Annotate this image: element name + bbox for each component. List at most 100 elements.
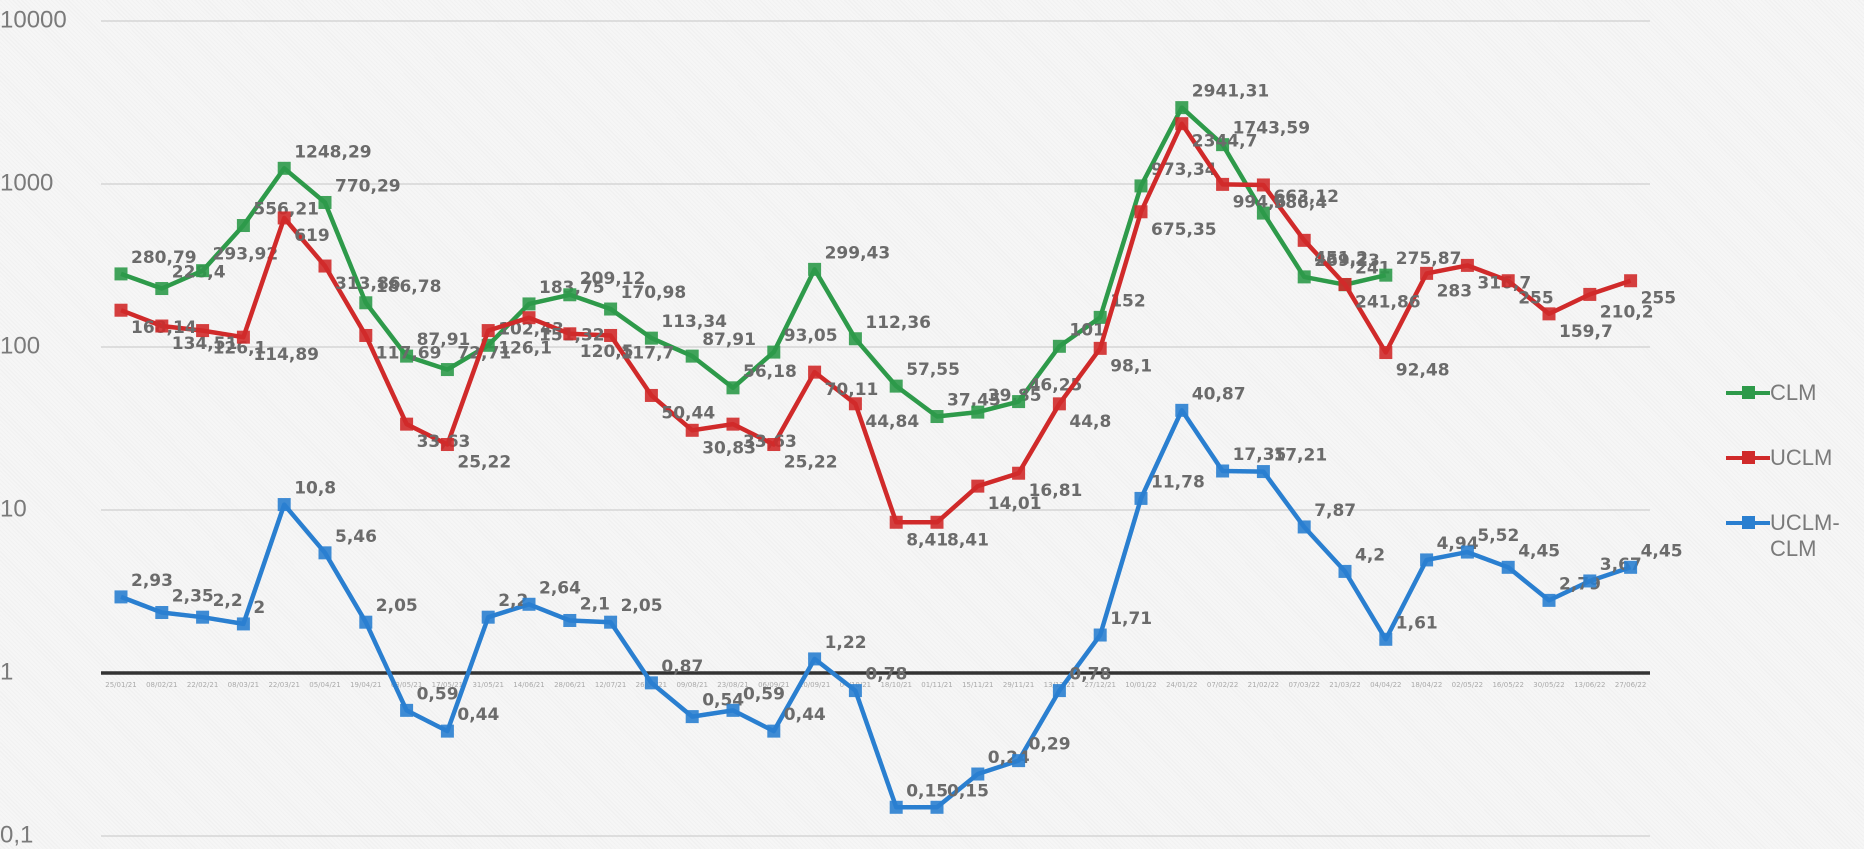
data-label: 10,8 xyxy=(294,479,336,499)
marker xyxy=(196,324,210,338)
x-tick-label: 10/01/22 xyxy=(1125,681,1156,689)
data-label: 4,45 xyxy=(1641,541,1683,561)
x-tick-label: 05/04/21 xyxy=(309,681,340,689)
data-label: 101 xyxy=(1069,320,1105,340)
data-label: 50,44 xyxy=(661,403,715,423)
x-tick-label: 09/08/21 xyxy=(676,681,707,689)
marker xyxy=(1297,270,1311,284)
data-label: 56,18 xyxy=(743,362,797,382)
data-label: 986,4 xyxy=(1273,193,1327,213)
x-tick-label: 21/03/22 xyxy=(1329,681,1360,689)
series-line xyxy=(120,408,1632,810)
marker xyxy=(1093,628,1107,642)
marker xyxy=(236,330,250,344)
marker xyxy=(196,610,210,624)
marker xyxy=(1256,465,1270,479)
marker xyxy=(1583,574,1597,588)
x-tick-label: 17/05/21 xyxy=(432,681,463,689)
data-label: 275,87 xyxy=(1396,249,1462,269)
data-label: 2 xyxy=(253,598,265,618)
data-label: 0,15 xyxy=(947,781,989,801)
y-tick-label: 1 xyxy=(0,658,13,685)
data-label: 152 xyxy=(1110,291,1146,311)
data-label: 255 xyxy=(1518,289,1554,309)
x-tick-label: 22/03/21 xyxy=(268,681,299,689)
marker xyxy=(685,710,699,724)
data-label: 37,45 xyxy=(947,391,1001,411)
marker xyxy=(1175,403,1189,417)
data-label: 663,12 xyxy=(1273,187,1339,207)
marker xyxy=(155,319,169,333)
data-label: 1,61 xyxy=(1396,613,1438,633)
data-label: 40,87 xyxy=(1192,384,1246,404)
x-tick-label: 28/06/21 xyxy=(554,681,585,689)
x-tick-label: 27/06/22 xyxy=(1615,681,1646,689)
legend-label: UCLM xyxy=(1770,445,1833,470)
data-label: 280,79 xyxy=(131,248,197,268)
x-tick-label: 31/05/21 xyxy=(472,681,503,689)
marker xyxy=(1542,593,1556,607)
marker xyxy=(563,327,577,341)
y-tick-label: 0,1 xyxy=(0,821,33,848)
marker xyxy=(277,498,291,512)
data-label: 1,71 xyxy=(1110,609,1152,629)
data-label: 299,43 xyxy=(825,243,891,263)
marker xyxy=(767,438,781,452)
data-label: 0,59 xyxy=(417,684,459,704)
x-tick-label: 16/05/22 xyxy=(1492,681,1523,689)
data-label: 183,75 xyxy=(539,278,605,298)
x-tick-label: 04/04/22 xyxy=(1370,681,1401,689)
marker xyxy=(318,546,332,560)
data-label: 57,55 xyxy=(906,360,960,380)
data-label: 2,05 xyxy=(621,596,663,616)
marker xyxy=(563,613,577,627)
legend-symbol xyxy=(1726,380,1770,404)
data-label: 98,1 xyxy=(1110,356,1152,376)
data-label: 2,93 xyxy=(131,571,173,591)
data-label: 16,81 xyxy=(1029,481,1083,501)
data-label: 17,35 xyxy=(1233,445,1287,465)
data-label: 2,2 xyxy=(498,591,528,611)
marker xyxy=(400,417,414,431)
y-tick-label: 10 xyxy=(0,495,27,522)
x-tick-label: 29/11/21 xyxy=(1003,681,1034,689)
y-tick-label: 100 xyxy=(0,332,40,359)
marker xyxy=(808,262,822,276)
data-label: 0,78 xyxy=(1069,665,1111,685)
marker xyxy=(1052,397,1066,411)
marker xyxy=(1420,553,1434,567)
marker xyxy=(1093,310,1107,324)
marker xyxy=(1256,206,1270,220)
marker xyxy=(685,423,699,437)
data-label: 0,44 xyxy=(784,705,826,725)
marker xyxy=(726,381,740,395)
marker xyxy=(1216,138,1230,152)
marker xyxy=(522,311,536,325)
data-label: 126,1 xyxy=(498,339,552,359)
data-label: 117,7 xyxy=(621,343,675,363)
data-label: 210,2 xyxy=(1600,302,1654,322)
marker xyxy=(114,303,128,317)
marker xyxy=(236,219,250,233)
data-label: 2344,7 xyxy=(1192,132,1258,152)
data-label: 11,78 xyxy=(1151,472,1205,492)
marker xyxy=(1134,491,1148,505)
marker xyxy=(1501,274,1515,288)
marker xyxy=(400,349,414,363)
marker xyxy=(1624,560,1638,574)
data-label: 44,84 xyxy=(865,412,919,432)
marker xyxy=(1134,179,1148,193)
marker xyxy=(1420,266,1434,280)
marker xyxy=(644,676,658,690)
x-tick-label: 22/02/21 xyxy=(187,681,218,689)
marker xyxy=(726,417,740,431)
marker xyxy=(1012,754,1026,768)
data-label: 17,21 xyxy=(1273,446,1327,466)
x-tick-label: 23/08/21 xyxy=(717,681,748,689)
x-tick-label: 19/04/21 xyxy=(350,681,381,689)
data-label: 87,91 xyxy=(417,330,471,350)
data-label: 973,34 xyxy=(1151,160,1217,180)
x-tick-label: 08/03/21 xyxy=(228,681,259,689)
data-label: 72,71 xyxy=(457,344,511,364)
y-tick-label: 10000 xyxy=(0,6,67,33)
